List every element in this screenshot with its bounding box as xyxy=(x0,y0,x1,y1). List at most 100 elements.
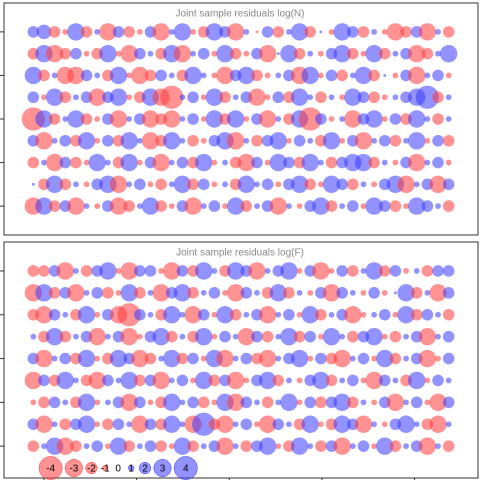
bubble xyxy=(315,91,327,104)
bubble xyxy=(344,306,362,324)
bubble xyxy=(368,69,380,82)
bubble xyxy=(421,265,434,277)
bubble xyxy=(275,355,282,362)
bubble xyxy=(144,265,157,277)
bubble xyxy=(378,265,391,277)
bubble xyxy=(237,66,256,85)
bubble xyxy=(312,262,330,280)
bubble xyxy=(216,437,234,455)
bubble xyxy=(94,116,101,122)
bubble xyxy=(27,440,40,452)
bubble xyxy=(211,311,218,318)
bubble xyxy=(144,352,157,365)
bubble xyxy=(255,30,259,34)
bubble xyxy=(293,47,306,60)
bubble xyxy=(254,203,260,210)
bubble xyxy=(226,23,245,41)
bubble xyxy=(357,352,370,365)
bubble xyxy=(197,178,210,191)
bubble xyxy=(333,415,351,433)
bubble xyxy=(35,197,53,215)
bubble xyxy=(219,91,231,104)
bubble xyxy=(445,377,452,384)
bubble xyxy=(226,284,245,302)
bubble xyxy=(445,116,452,122)
bubble xyxy=(73,333,79,340)
bubble xyxy=(389,440,402,452)
bubble xyxy=(112,26,125,38)
bubble xyxy=(325,200,338,212)
bubble xyxy=(418,327,437,346)
bubble xyxy=(439,44,458,63)
bubble xyxy=(117,303,141,327)
bubble xyxy=(179,399,186,406)
bubble xyxy=(442,134,455,147)
bubble xyxy=(293,134,306,147)
bubble xyxy=(432,374,444,387)
bubble xyxy=(152,153,170,172)
bubble xyxy=(435,203,441,210)
bubble xyxy=(408,371,426,390)
bubble xyxy=(197,308,210,321)
bubble xyxy=(205,110,224,128)
legend-bubble xyxy=(153,459,172,477)
bubble xyxy=(333,437,351,455)
bubble xyxy=(435,333,441,340)
bubble xyxy=(322,284,341,302)
bubble xyxy=(365,262,383,280)
bubble xyxy=(325,69,338,82)
bubble xyxy=(216,349,234,368)
bubble xyxy=(360,268,367,274)
bubble xyxy=(275,72,282,79)
bubble xyxy=(349,443,356,450)
bubble xyxy=(360,399,367,406)
bubble xyxy=(59,91,72,104)
bubble xyxy=(415,85,439,109)
bubble xyxy=(442,352,455,365)
bubble xyxy=(94,311,101,318)
bubble xyxy=(307,355,314,362)
bubble xyxy=(83,181,90,188)
bubble xyxy=(275,181,282,188)
bubble xyxy=(410,308,423,321)
legend-bubble xyxy=(138,462,152,475)
bubble xyxy=(168,181,175,188)
bubble xyxy=(371,28,378,35)
bubble xyxy=(383,73,387,77)
bubble xyxy=(205,88,224,106)
bubble xyxy=(136,333,143,340)
bubble xyxy=(315,440,327,452)
bubble xyxy=(304,396,317,409)
bubble xyxy=(378,308,391,321)
bubble xyxy=(403,355,409,362)
bubble xyxy=(102,374,114,387)
bubble xyxy=(94,72,101,79)
bubble xyxy=(403,137,409,144)
bubble xyxy=(197,396,210,409)
bubble xyxy=(27,265,40,277)
bubble xyxy=(301,306,319,324)
bubble xyxy=(83,203,90,210)
bubble xyxy=(272,374,285,387)
bubble xyxy=(312,371,330,390)
bubble xyxy=(158,355,165,362)
bubble xyxy=(102,418,114,431)
bubble xyxy=(200,443,207,450)
bubble xyxy=(432,91,444,104)
bubble xyxy=(226,393,245,412)
bubble xyxy=(136,28,143,35)
bubble xyxy=(357,26,370,38)
bubble xyxy=(442,396,455,409)
bubble xyxy=(187,113,199,125)
bubble xyxy=(91,287,104,299)
bubble xyxy=(307,94,314,101)
bubble xyxy=(307,289,314,296)
bubble xyxy=(80,265,93,277)
bubble xyxy=(408,132,426,150)
bubble xyxy=(216,66,234,85)
bubble xyxy=(200,94,207,101)
bubble xyxy=(77,349,96,368)
bubble xyxy=(264,72,271,79)
bubble xyxy=(435,50,441,57)
